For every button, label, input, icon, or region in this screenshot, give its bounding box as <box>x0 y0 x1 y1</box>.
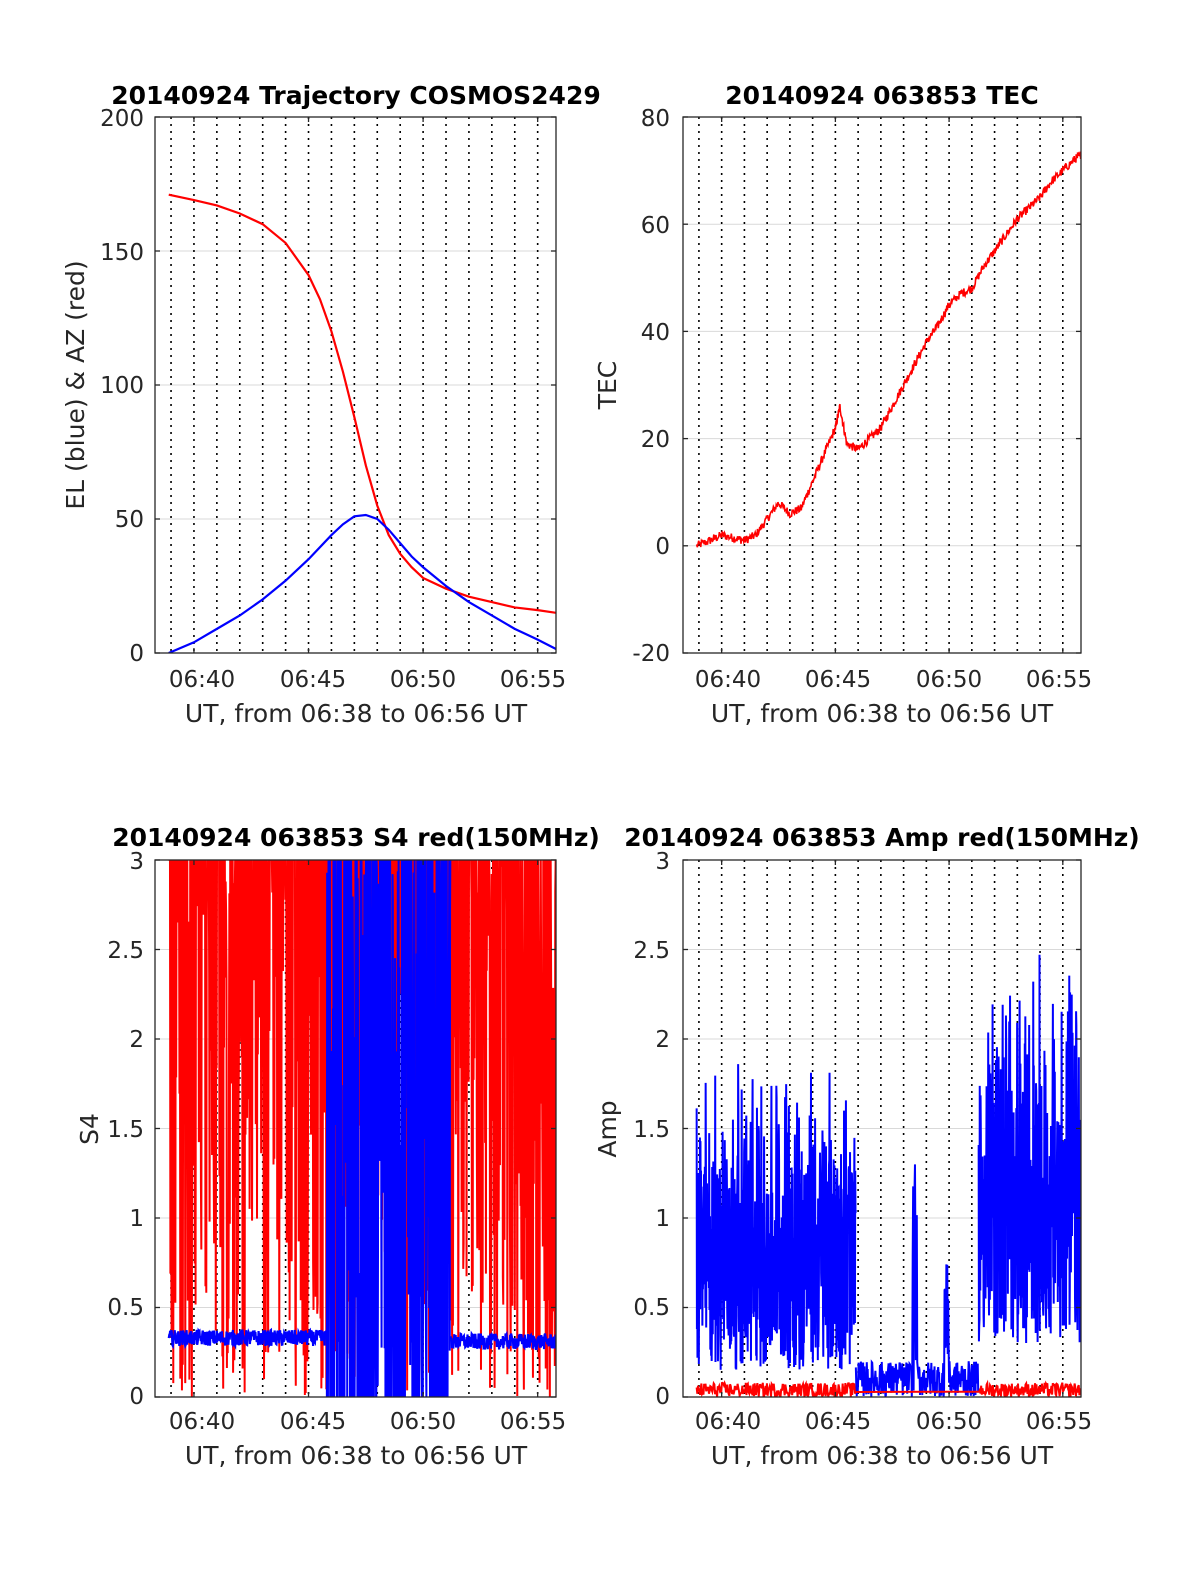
tec-ytick: -20 <box>632 641 670 667</box>
s4-ytick: 0 <box>129 1384 144 1410</box>
s4-ytick: 1 <box>129 1206 144 1232</box>
amp-plot <box>682 859 1082 1398</box>
s4-plot <box>154 859 557 1398</box>
panel-trajectory: 20140924 Trajectory COSMOS2429 UT, from … <box>61 81 601 728</box>
trajectory-plot <box>154 116 557 654</box>
s4-ytick: 2.5 <box>107 938 144 964</box>
tec-plot <box>682 116 1082 654</box>
tec-xlabel: UT, from 06:38 to 06:56 UT <box>711 699 1054 728</box>
el-line <box>168 513 556 653</box>
panel-tec: 20140924 063853 TEC UT, from 06:38 to 06… <box>593 81 1092 728</box>
s4-ylabel: S4 <box>75 1113 104 1145</box>
trajectory-title: 20140924 Trajectory COSMOS2429 <box>111 81 601 110</box>
amp-red-line <box>695 1379 1081 1397</box>
tec-ytick: 0 <box>655 534 670 560</box>
tec-ytick: 80 <box>641 106 670 132</box>
tec-title: 20140924 063853 TEC <box>725 81 1038 110</box>
tec-xtick: 06:50 <box>916 667 982 693</box>
tec-ytick: 40 <box>641 320 670 346</box>
s4-xtick: 06:50 <box>390 1409 456 1435</box>
tec-ylabel: TEC <box>593 361 622 411</box>
amp-xtick: 06:50 <box>916 1409 982 1435</box>
s4-blue-line <box>325 860 452 1397</box>
amp-blue-line <box>695 1064 857 1370</box>
trajectory-xtick: 06:45 <box>280 667 346 693</box>
trajectory-ytick: 200 <box>100 106 144 132</box>
trajectory-xlabel: UT, from 06:38 to 06:56 UT <box>185 699 528 728</box>
s4-ytick: 0.5 <box>107 1295 144 1321</box>
amp-ytick: 0 <box>655 1384 670 1410</box>
az-line <box>168 193 556 614</box>
amp-ytick: 1.5 <box>633 1117 670 1143</box>
trajectory-ytick: 0 <box>129 641 144 667</box>
trajectory-data <box>168 193 556 653</box>
trajectory-xtick: 06:50 <box>390 667 456 693</box>
s4-ytick: 1.5 <box>107 1117 144 1143</box>
s4-xtick: 06:40 <box>169 1409 235 1435</box>
amp-data <box>695 954 1081 1397</box>
tec-xtick: 06:40 <box>695 667 761 693</box>
tec-ytick: 20 <box>641 427 670 453</box>
amp-blue-line <box>977 954 1081 1344</box>
s4-blue-line <box>449 1330 556 1351</box>
s4-xtick: 06:45 <box>280 1409 346 1435</box>
tec-xtick: 06:45 <box>805 667 871 693</box>
amp-ylabel: Amp <box>593 1100 622 1157</box>
s4-xlabel: UT, from 06:38 to 06:56 UT <box>185 1441 528 1470</box>
amp-xtick: 06:45 <box>805 1409 871 1435</box>
s4-data <box>167 860 556 1397</box>
tec-data <box>695 151 1081 548</box>
tec-xtick: 06:55 <box>1026 667 1092 693</box>
trajectory-xtick: 06:55 <box>500 667 566 693</box>
amp-ytick: 0.5 <box>633 1295 670 1321</box>
panel-s4: 20140924 063853 S4 red(150MHz) UT, from … <box>75 823 600 1470</box>
tec-line <box>695 151 1081 548</box>
amp-xlabel: UT, from 06:38 to 06:56 UT <box>711 1441 1054 1470</box>
trajectory-ylabel: EL (blue) & AZ (red) <box>61 260 90 509</box>
amp-blue-line <box>854 1164 980 1397</box>
amp-ytick: 1 <box>655 1206 670 1232</box>
amp-xtick: 06:55 <box>1026 1409 1092 1435</box>
amp-xtick: 06:40 <box>695 1409 761 1435</box>
trajectory-ytick: 100 <box>100 373 144 399</box>
s4-ytick: 2 <box>129 1027 144 1053</box>
s4-title: 20140924 063853 S4 red(150MHz) <box>112 823 600 852</box>
amp-ytick: 2.5 <box>633 938 670 964</box>
s4-ytick: 3 <box>129 849 144 875</box>
trajectory-ytick: 50 <box>115 507 144 533</box>
panel-amp: 20140924 063853 Amp red(150MHz) UT, from… <box>593 823 1140 1470</box>
amp-title: 20140924 063853 Amp red(150MHz) <box>624 823 1140 852</box>
trajectory-xtick: 06:40 <box>169 667 235 693</box>
amp-ytick: 3 <box>655 849 670 875</box>
tec-ytick: 60 <box>641 213 670 239</box>
tec-axes-box <box>682 116 1082 654</box>
trajectory-ytick: 150 <box>100 240 144 266</box>
s4-blue-line <box>167 1327 328 1350</box>
s4-xtick: 06:55 <box>500 1409 566 1435</box>
amp-ytick: 2 <box>655 1027 670 1053</box>
